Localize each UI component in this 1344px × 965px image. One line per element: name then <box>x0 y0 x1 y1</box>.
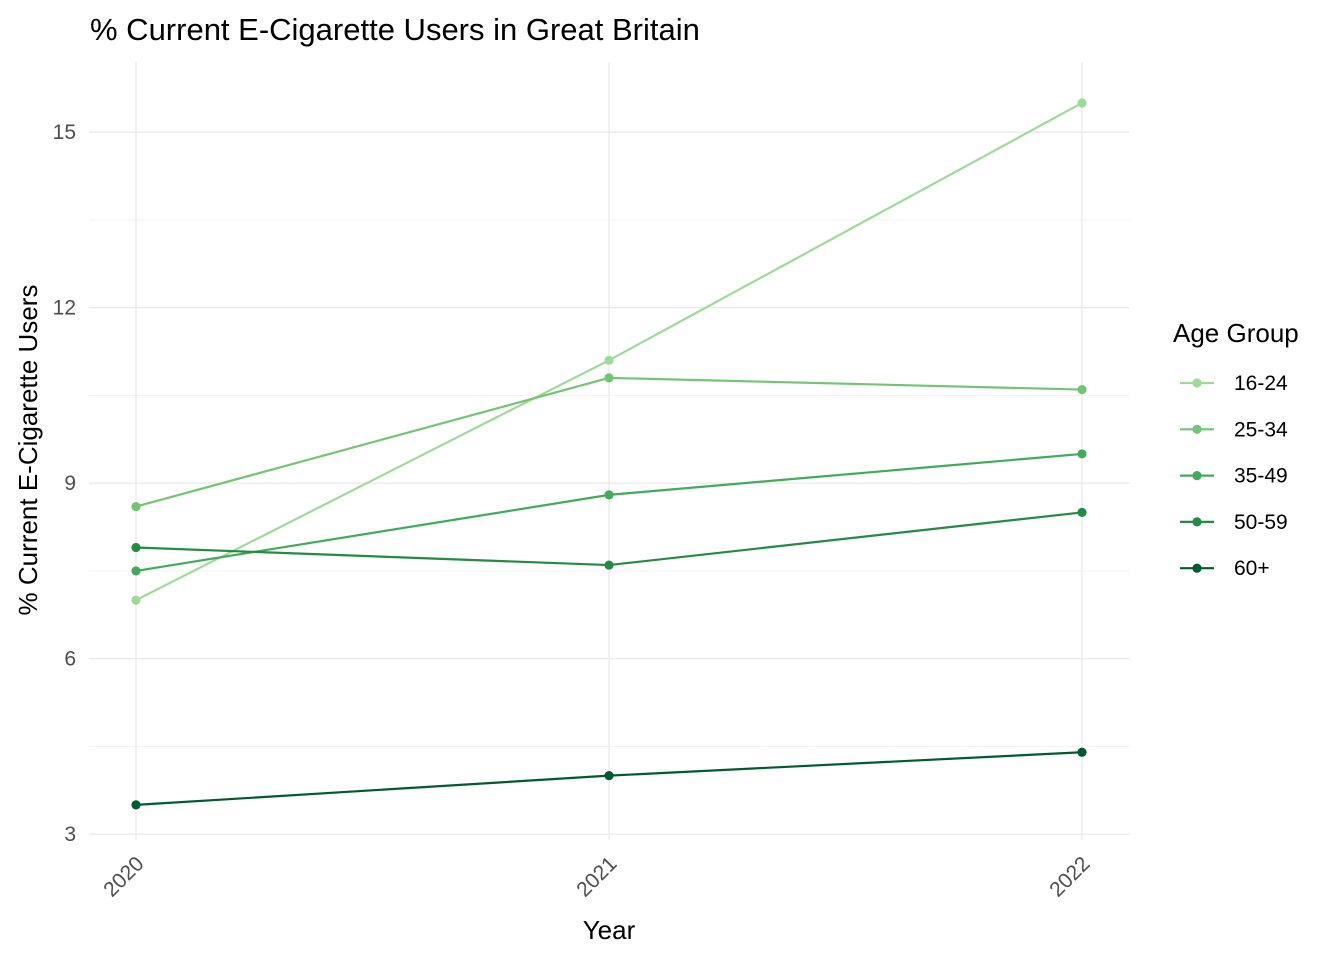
legend-item-25-34: 25-34 <box>1180 418 1288 441</box>
legend-label: 25-34 <box>1234 418 1288 441</box>
y-tick-label: 12 <box>53 297 76 320</box>
series-16-24 <box>131 98 1087 605</box>
data-point-35-49 <box>131 566 141 576</box>
y-tick-label: 9 <box>64 472 76 495</box>
legend: Age Group 16-24 25-34 35-49 50-59 60+ <box>1173 318 1299 580</box>
grid-layer <box>89 62 1130 840</box>
data-point-35-49 <box>604 490 614 500</box>
legend-key-point <box>1192 471 1202 481</box>
y-tick-label: 3 <box>64 823 76 846</box>
legend-item-16-24: 16-24 <box>1180 372 1288 395</box>
x-tick-label: 2021 <box>572 852 621 901</box>
data-point-16-24 <box>1077 98 1087 108</box>
data-point-16-24 <box>131 595 141 605</box>
legend-key-point <box>1192 517 1202 527</box>
legend-key-point <box>1192 563 1202 573</box>
legend-title: Age Group <box>1173 318 1299 348</box>
x-axis-title: Year <box>583 915 636 945</box>
legend-label: 16-24 <box>1234 372 1288 395</box>
legend-label: 35-49 <box>1234 465 1288 488</box>
axis-layer: 3 6 9 12 15 2020 2021 2022 <box>53 121 1095 901</box>
chart-title: % Current E-Cigarette Users in Great Bri… <box>90 12 700 47</box>
series-25-34 <box>131 373 1087 512</box>
data-point-35-49 <box>1077 449 1087 459</box>
legend-item-50-59: 50-59 <box>1180 511 1288 534</box>
legend-label: 50-59 <box>1234 511 1288 534</box>
data-point-25-34 <box>131 501 141 512</box>
legend-item-60+: 60+ <box>1180 557 1270 580</box>
x-tick-label: 2020 <box>99 852 148 901</box>
legend-key-point <box>1192 378 1202 388</box>
y-axis-title: % Current E-Cigarette Users <box>13 285 43 616</box>
data-point-25-34 <box>604 373 614 383</box>
data-point-50-59 <box>131 542 141 553</box>
data-point-50-59 <box>1077 507 1087 518</box>
series-35-49 <box>131 449 1087 576</box>
series-50-59 <box>131 507 1087 570</box>
data-point-60+ <box>604 771 614 781</box>
series-60+ <box>131 747 1087 810</box>
legend-key-point <box>1192 424 1202 434</box>
series-layer <box>131 98 1087 810</box>
legend-items: 16-24 25-34 35-49 50-59 60+ <box>1180 372 1288 580</box>
y-tick-label: 6 <box>64 648 76 671</box>
data-point-16-24 <box>604 355 614 365</box>
x-tick-label: 2022 <box>1045 852 1094 901</box>
legend-item-35-49: 35-49 <box>1180 465 1288 488</box>
data-point-60+ <box>131 800 141 810</box>
y-tick-label: 15 <box>53 121 76 144</box>
legend-label: 60+ <box>1234 557 1270 580</box>
data-point-50-59 <box>604 560 614 570</box>
data-point-25-34 <box>1077 384 1087 395</box>
data-point-60+ <box>1077 747 1087 757</box>
